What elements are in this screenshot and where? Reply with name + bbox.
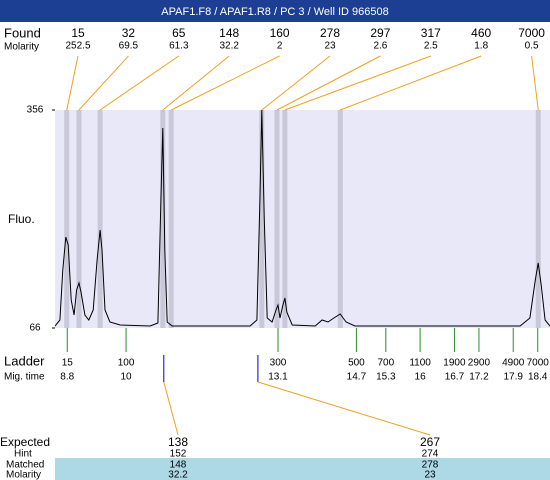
found-molarity: 2 — [277, 41, 283, 52]
ladder-time: 16.7 — [445, 372, 465, 383]
found-size: 32 — [122, 26, 136, 40]
found-connector — [531, 55, 539, 111]
y-tick-label: 66 — [29, 323, 41, 334]
found-molarity: 2.5 — [424, 41, 438, 52]
y-tick-label: 356 — [27, 105, 44, 116]
fluorescence-trace — [55, 110, 550, 327]
expected-label: Expected — [0, 435, 50, 449]
peak-band — [97, 110, 103, 328]
ladder-time: 17.2 — [469, 372, 489, 383]
ladder-size: 700 — [377, 358, 394, 369]
found-size: 15 — [71, 26, 85, 40]
ladder-time: 17.9 — [504, 372, 524, 383]
found-size: 148 — [219, 26, 239, 40]
found-size: 65 — [172, 26, 186, 40]
peak-band — [64, 110, 70, 328]
molarity-label: Molarity — [6, 470, 41, 480]
ladder-size: 2900 — [468, 358, 491, 369]
found-connector — [276, 55, 381, 111]
found-molarity: 1.8 — [474, 41, 488, 52]
y-axis-label: Fluo. — [8, 212, 35, 226]
ladder-time: 16 — [415, 372, 427, 383]
expected-connector — [257, 381, 431, 436]
peak-band — [337, 110, 343, 328]
title: APAF1.F8 / APAF1.R8 / PC 3 / Well ID 966… — [161, 6, 388, 18]
ladder-size: 1100 — [409, 358, 431, 369]
found-molarity: 23 — [324, 41, 336, 52]
found-molarity: 61.3 — [169, 41, 189, 52]
expected-matched: 278 — [422, 460, 439, 471]
found-molarity: 2.6 — [373, 41, 387, 52]
ladder-label: Ladder — [4, 353, 45, 368]
ladder-size: 500 — [348, 358, 365, 369]
found-size: 7000 — [518, 26, 545, 40]
ladder-time: 13.1 — [268, 372, 288, 383]
peak-band — [76, 110, 82, 328]
found-size: 278 — [320, 26, 340, 40]
expected-size: 267 — [420, 435, 440, 449]
peak-band — [160, 110, 166, 328]
matched-rows-bg — [55, 458, 550, 480]
expected-molarity: 32.2 — [168, 470, 188, 480]
expected-hint: 274 — [422, 449, 439, 460]
expected-matched: 148 — [170, 460, 187, 471]
mig-time-label: Mig. time — [4, 372, 45, 383]
matched-label: Matched — [6, 460, 44, 471]
ladder-size: 15 — [62, 358, 74, 369]
found-molarity: 252.5 — [65, 41, 90, 52]
peak-band — [282, 110, 288, 328]
expected-size: 138 — [168, 435, 188, 449]
found-connector — [170, 55, 280, 111]
ladder-size: 1900 — [443, 358, 466, 369]
found-molarity-label: Molarity — [4, 42, 39, 53]
ladder-time: 8.8 — [60, 372, 74, 383]
found-size: 297 — [370, 26, 390, 40]
found-connector — [78, 55, 129, 111]
hint-label: Hint — [14, 449, 32, 460]
expected-hint: 152 — [170, 449, 187, 460]
ladder-size: 4900 — [502, 358, 525, 369]
peak-band — [168, 110, 174, 328]
found-connector — [162, 55, 230, 111]
found-molarity: 69.5 — [119, 41, 139, 52]
found-size: 160 — [270, 26, 290, 40]
found-label: Found — [4, 25, 41, 40]
found-connector — [261, 55, 331, 111]
found-connector — [340, 55, 482, 111]
found-size: 460 — [471, 26, 491, 40]
peak-band — [535, 110, 541, 328]
ladder-size: 100 — [118, 358, 135, 369]
found-size: 317 — [421, 26, 441, 40]
peak-band — [274, 110, 280, 328]
title-bar — [0, 0, 550, 22]
ladder-time: 10 — [121, 372, 133, 383]
ladder-time: 15.3 — [376, 372, 396, 383]
peak-band — [259, 110, 265, 328]
ladder-time: 18.4 — [528, 372, 548, 383]
found-molarity: 32.2 — [219, 41, 239, 52]
found-connector — [66, 55, 79, 111]
ladder-size: 300 — [270, 358, 287, 369]
ladder-time: 14.7 — [347, 372, 367, 383]
found-connector — [99, 55, 180, 111]
found-molarity: 0.5 — [525, 41, 539, 52]
expected-connector — [163, 381, 179, 436]
found-connector — [284, 55, 431, 111]
ladder-size: 7000 — [527, 358, 550, 369]
expected-molarity: 23 — [424, 470, 436, 480]
plot-area — [55, 110, 550, 328]
